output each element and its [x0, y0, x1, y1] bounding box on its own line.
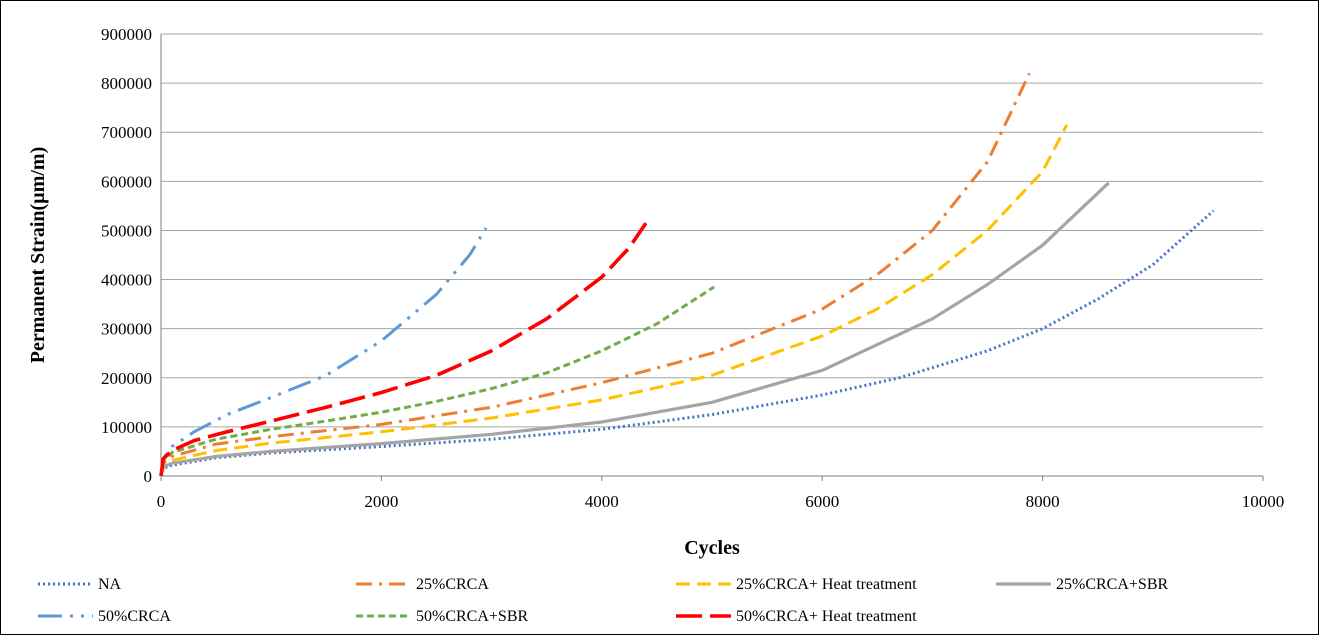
series-line-2	[159, 124, 1069, 477]
x-tick-label: 0	[157, 492, 166, 511]
legend-label: NA	[98, 576, 122, 593]
y-tick-label: 300000	[101, 320, 152, 339]
legend-label: 25%CRCA	[416, 576, 489, 593]
grid	[161, 33, 1263, 428]
x-tick-label: 2000	[364, 492, 398, 511]
series-line-3	[159, 181, 1110, 477]
legend-label: 50%CRCA+SBR	[416, 608, 528, 625]
legend-label: 25%CRCA+ Heat treatment	[736, 576, 917, 593]
x-axis-title: Cycles	[684, 537, 740, 559]
x-tick-label: 6000	[805, 492, 839, 511]
x-tick-label: 8000	[1026, 492, 1060, 511]
legend: NA 25%CRCA 25%CRCA+ Heat treatment 25%CRCA+…	[38, 576, 1168, 625]
x-tick-label: 10000	[1242, 492, 1285, 511]
legend-label: 50%CRCA+ Heat treatment	[736, 608, 917, 625]
series-layer	[159, 72, 1215, 477]
legend-label: 50%CRCA	[98, 608, 171, 625]
series-line-0	[159, 209, 1215, 477]
series-line-6	[159, 222, 648, 477]
y-tick-label: 600000	[101, 172, 152, 191]
series-line-4	[159, 227, 488, 477]
y-tick-label: 100000	[101, 418, 152, 437]
y-axis-title: Permanent Strain(µm/m)	[27, 147, 49, 363]
series-line-5	[159, 285, 716, 477]
y-tick-label: 800000	[101, 74, 152, 93]
x-tick-label: 4000	[585, 492, 619, 511]
axes: 0100000200000300000400000500000600000700…	[101, 25, 1284, 511]
y-tick-label: 400000	[101, 271, 152, 290]
y-tick-label: 500000	[101, 221, 152, 240]
y-tick-label: 200000	[101, 369, 152, 388]
y-tick-label: 900000	[101, 25, 152, 44]
y-tick-label: 0	[144, 467, 153, 486]
legend-label: 25%CRCA+SBR	[1056, 576, 1168, 593]
y-tick-label: 700000	[101, 123, 152, 142]
series-line-1	[159, 72, 1031, 477]
